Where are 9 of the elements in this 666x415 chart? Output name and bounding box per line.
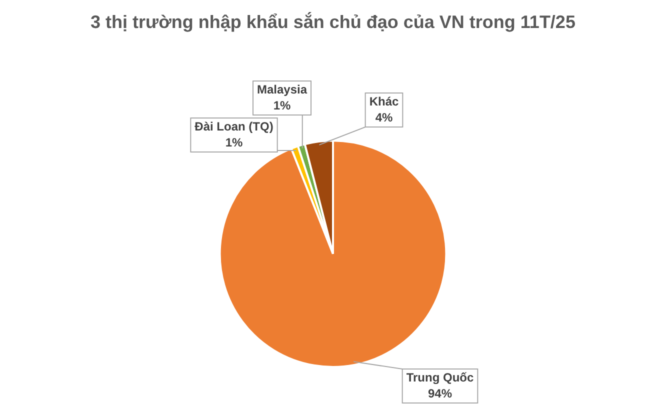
slice-label: Trung Quốc	[406, 370, 474, 384]
data-label: 1%	[225, 135, 243, 150]
slice-label: Khác	[369, 94, 399, 108]
slice-label: Malaysia	[256, 82, 308, 96]
data-label: 4%	[375, 110, 393, 124]
chart-title: 3 thị trường nhập khẩu sắn chủ đạo của VN trong 11T/25	[90, 10, 576, 32]
data-label: 94%	[428, 386, 452, 400]
data-label: 1%	[273, 98, 291, 112]
slice-label: Đài Loan (TQ)	[194, 119, 274, 134]
